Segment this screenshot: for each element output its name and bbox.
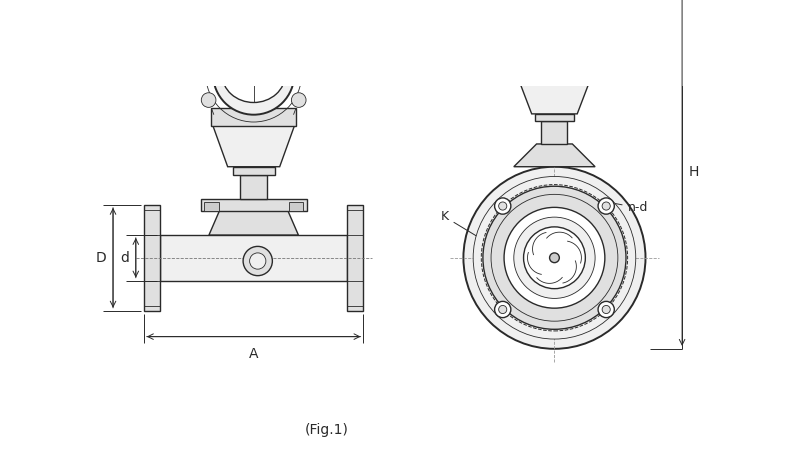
Circle shape bbox=[483, 186, 626, 329]
Circle shape bbox=[243, 246, 272, 276]
Polygon shape bbox=[347, 205, 363, 311]
Text: K: K bbox=[441, 210, 499, 250]
Bar bbox=[289, 202, 303, 211]
Bar bbox=[233, 167, 275, 175]
Polygon shape bbox=[514, 144, 595, 167]
Circle shape bbox=[213, 33, 294, 115]
Circle shape bbox=[202, 93, 216, 107]
Circle shape bbox=[498, 202, 506, 210]
Text: n-d: n-d bbox=[614, 201, 648, 214]
Circle shape bbox=[504, 207, 605, 308]
Bar bbox=[160, 235, 347, 281]
Bar bbox=[546, 0, 563, 2]
Text: D: D bbox=[96, 251, 106, 265]
Bar bbox=[240, 175, 267, 199]
Polygon shape bbox=[518, 80, 590, 114]
Circle shape bbox=[463, 167, 646, 349]
Bar bbox=[242, 24, 265, 33]
Bar bbox=[588, 34, 602, 40]
Circle shape bbox=[598, 198, 614, 214]
Bar bbox=[542, 121, 567, 144]
Circle shape bbox=[550, 253, 559, 263]
Ellipse shape bbox=[530, 13, 580, 59]
Bar bbox=[588, 41, 602, 47]
Polygon shape bbox=[213, 126, 294, 167]
Text: (Fig.1): (Fig.1) bbox=[305, 423, 349, 437]
Circle shape bbox=[602, 306, 610, 313]
Bar bbox=[588, 27, 602, 33]
Text: H: H bbox=[689, 165, 699, 179]
Bar bbox=[211, 108, 296, 126]
Circle shape bbox=[491, 195, 618, 321]
Circle shape bbox=[291, 41, 306, 55]
Bar bbox=[518, 65, 590, 80]
Circle shape bbox=[523, 227, 586, 289]
Bar bbox=[535, 114, 574, 121]
Circle shape bbox=[250, 253, 266, 269]
Bar bbox=[204, 202, 218, 211]
Circle shape bbox=[202, 41, 216, 55]
Circle shape bbox=[498, 306, 506, 313]
Circle shape bbox=[473, 177, 636, 339]
Circle shape bbox=[494, 301, 511, 318]
Polygon shape bbox=[209, 211, 298, 235]
Circle shape bbox=[291, 93, 306, 107]
Circle shape bbox=[514, 217, 595, 298]
Bar bbox=[588, 19, 602, 25]
Circle shape bbox=[598, 301, 614, 318]
Text: d: d bbox=[121, 251, 130, 265]
Circle shape bbox=[520, 2, 589, 70]
Bar bbox=[201, 199, 306, 211]
Circle shape bbox=[494, 198, 511, 214]
Circle shape bbox=[602, 202, 610, 210]
Text: A: A bbox=[249, 347, 258, 361]
Polygon shape bbox=[144, 205, 160, 311]
Ellipse shape bbox=[222, 46, 286, 102]
